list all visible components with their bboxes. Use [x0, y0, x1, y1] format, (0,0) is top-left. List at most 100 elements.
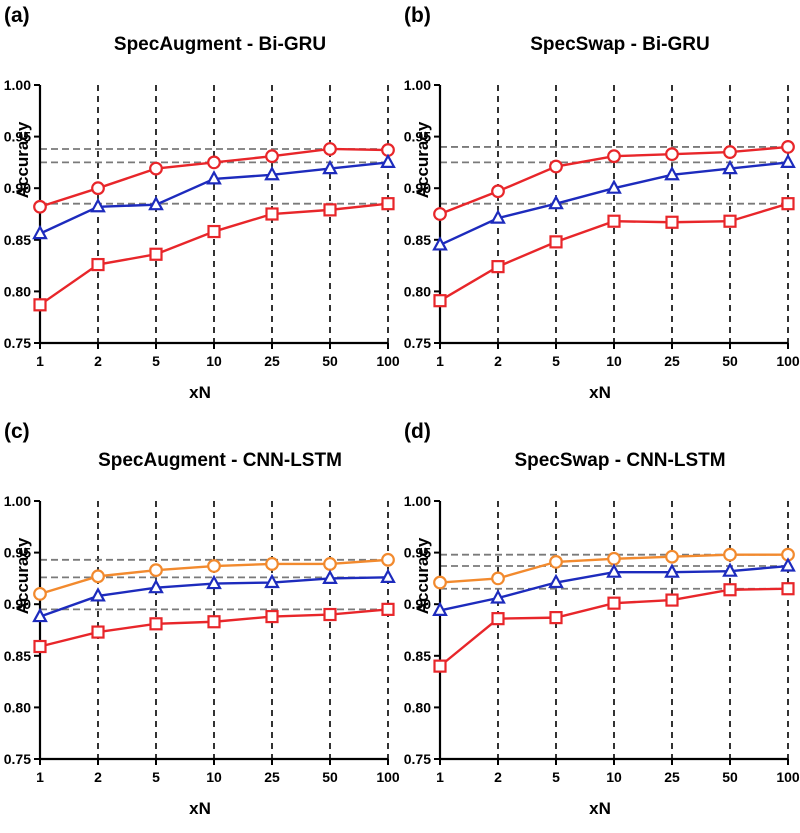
x-tick-label: 1 [436, 353, 444, 369]
y-tick-label: 1.00 [4, 77, 31, 93]
data-point-circle [433, 207, 447, 221]
data-point-square [207, 615, 221, 629]
panel-label: (d) [404, 420, 431, 443]
data-point-circle [149, 161, 163, 176]
x-tick-label: 50 [722, 769, 738, 785]
chart-plot: 0.750.800.850.900.951.001 2 5 10 25 50 100 [404, 493, 800, 785]
chart-plot: 0.750.800.850.900.951.001 2 5 10 25 50 100 [4, 493, 400, 785]
data-point-triangle [722, 159, 738, 175]
y-tick-label: 0.80 [4, 283, 31, 299]
data-point-square [665, 215, 679, 229]
chart-panel-d: 0.75 0.80 0.85 0.90 0.95 1.00 1 2 5 10 25 50 100 (d)… [400, 416, 800, 832]
data-point-triangle [490, 209, 506, 224]
y-axis-label: Accuracy [13, 121, 32, 199]
y-axis-label: Accuracy [413, 121, 432, 199]
data-point-triangle [432, 601, 448, 616]
data-point-triangle [606, 563, 622, 578]
chart-panel-a: 0.75 0.80 0.85 0.90 0.95 1.00 1 2 5 10 25 50 100 (a)… [0, 0, 400, 416]
panel-label: (a) [4, 4, 30, 27]
data-point-square [433, 659, 447, 673]
data-point-triangle [206, 170, 222, 185]
x-tick-label: 5 [552, 769, 560, 785]
data-point-square [91, 625, 105, 639]
data-point-square [207, 224, 221, 239]
data-point-circle [607, 149, 621, 164]
y-tick-label: 0.85 [4, 648, 31, 664]
data-point-triangle [664, 165, 680, 181]
y-tick-label: 0.75 [404, 335, 431, 351]
data-point-triangle [206, 574, 222, 590]
data-point-circle [381, 552, 395, 567]
data-point-square [33, 639, 47, 654]
x-tick-label: 1 [36, 353, 44, 369]
y-tick-label: 0.95 [4, 129, 31, 145]
data-point-circle [433, 575, 447, 590]
y-tick-label: 0.95 [404, 129, 431, 145]
data-point-circle [91, 569, 105, 584]
x-tick-label: 50 [322, 353, 338, 369]
chart-plot: 0.750.800.850.900.951.001 2 5 10 25 50 100 [404, 77, 800, 369]
y-tick-label: 0.75 [404, 751, 431, 767]
data-point-triangle [322, 569, 338, 584]
x-tick-label: 1 [436, 769, 444, 785]
y-tick-label: 1.00 [404, 77, 431, 93]
x-tick-label: 25 [264, 769, 280, 785]
y-tick-label: 0.80 [404, 699, 431, 715]
chart-title: SpecAugment - Bi-GRU [113, 34, 327, 55]
x-tick-label: 10 [606, 353, 622, 369]
data-point-triangle [380, 568, 396, 583]
x-tick-label: 5 [152, 769, 160, 785]
data-point-circle [723, 145, 737, 159]
chart-plot: 0.750.800.850.900.951.001 2 5 10 25 50 100 [4, 77, 400, 369]
x-tick-label: 5 [552, 353, 560, 369]
data-point-triangle [722, 562, 738, 577]
chart-title: SpecAugment - CNN-LSTM [98, 450, 342, 471]
data-point-square [723, 214, 737, 228]
x-tick-label: 5 [152, 353, 160, 369]
y-tick-label: 0.80 [404, 283, 431, 299]
data-point-square [781, 197, 795, 211]
x-tick-label: 10 [606, 769, 622, 785]
data-point-triangle [490, 589, 506, 604]
data-point-square [33, 298, 47, 312]
data-point-circle [781, 140, 795, 154]
y-tick-label: 0.95 [4, 545, 31, 561]
x-axis-label: xN [189, 799, 211, 818]
data-point-triangle [90, 587, 106, 602]
x-tick-label: 25 [664, 769, 680, 785]
chart-title: SpecSwap - CNN-LSTM [514, 450, 726, 471]
y-tick-label: 0.85 [404, 232, 431, 248]
data-point-square [149, 247, 163, 261]
data-point-circle [149, 563, 163, 578]
x-tick-label: 100 [776, 353, 800, 369]
data-point-triangle [264, 165, 280, 181]
data-point-square [149, 617, 163, 631]
data-point-circle [265, 557, 279, 571]
y-tick-label: 0.75 [4, 335, 31, 351]
data-point-triangle [264, 573, 280, 589]
x-tick-label: 2 [94, 769, 102, 785]
data-point-square [781, 582, 795, 596]
data-point-square [433, 294, 447, 308]
data-point-square [265, 609, 279, 624]
data-point-square [265, 207, 279, 221]
data-point-circle [665, 549, 679, 564]
chart-title: SpecSwap - Bi-GRU [530, 34, 710, 55]
data-point-circle [549, 554, 563, 569]
y-tick-label: 0.90 [404, 180, 431, 196]
data-point-triangle [606, 179, 622, 194]
x-tick-label: 2 [494, 353, 502, 369]
data-point-circle [33, 199, 47, 214]
data-point-square [323, 607, 337, 622]
x-tick-label: 100 [376, 769, 400, 785]
y-tick-label: 0.95 [404, 545, 431, 561]
data-point-circle [491, 184, 505, 199]
data-point-circle [491, 571, 505, 586]
data-point-triangle [32, 224, 48, 240]
data-point-triangle [90, 197, 106, 213]
data-point-triangle [322, 159, 338, 175]
data-point-circle [33, 586, 47, 601]
data-point-square [323, 203, 337, 217]
data-point-circle [323, 557, 337, 571]
x-tick-label: 10 [206, 353, 222, 369]
